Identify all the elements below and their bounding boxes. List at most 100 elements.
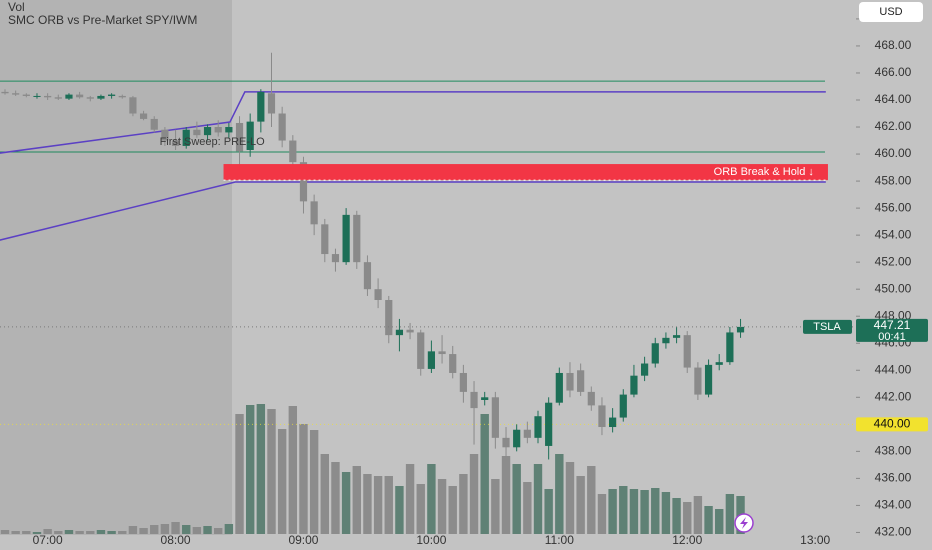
volume-bar [309,430,319,534]
volume-bar [86,531,95,534]
volume-bar [54,531,63,534]
volume-bar [608,489,617,534]
volume-bar [384,476,393,534]
candle-body [459,372,467,392]
annotation-label: First Sweep: PRE-LO [160,136,266,148]
candle-body [299,162,308,202]
y-tick-label: 448.00 [875,308,912,322]
volume-bar [704,506,713,534]
volume-bar [0,530,10,534]
x-tick-label: 10:00 [416,533,446,547]
volume-bar [139,528,148,534]
volume-bar [277,429,287,534]
y-tick-label: 460.00 [875,146,912,160]
y-tick-label: 456.00 [875,200,912,214]
volume-bar [373,476,383,534]
candle-body [108,94,116,96]
trendline [0,181,826,241]
candle-body [161,129,169,141]
y-tick-label: 462.00 [875,119,912,133]
candle-body [715,362,723,365]
volume-bar [118,531,127,534]
volume-bar [32,532,42,534]
candle-body [363,262,372,290]
candle-body [150,118,158,130]
volume-bar [245,405,255,534]
candle-body [97,95,105,99]
volume-bar [224,524,234,534]
volume-bar [523,482,532,534]
volume-bar [107,531,116,534]
candle-body [342,214,350,263]
volume-bar [629,489,639,534]
volume-bar [661,492,671,534]
candle-body [736,326,745,333]
candle-body [22,94,30,96]
candle-body [44,95,52,98]
volume-bar [672,498,681,534]
currency-button[interactable] [859,2,923,22]
candle-body [641,363,649,376]
candle-body [289,140,297,163]
candle-body [353,214,361,263]
candle-body [598,405,606,428]
volume-bar [448,486,457,534]
candle-body [76,94,84,98]
alert-price-label: 440.00 [874,416,911,430]
price-axis [856,0,932,550]
volume-bar [288,406,298,534]
x-tick-label: 13:00 [800,533,830,547]
volume-bar [427,464,436,534]
last-price-label: 447.21 [874,318,911,332]
x-tick-label: 12:00 [672,533,702,547]
candle-body [385,300,393,336]
y-tick-label: 444.00 [875,362,912,376]
volume-bar [437,479,447,534]
y-tick-label: 464.00 [875,92,912,106]
candle-body [545,402,553,446]
volume-bar [182,525,191,534]
candle-body [203,127,212,136]
candle-body [267,93,276,114]
volume-bar [192,527,202,534]
candle-body [54,97,62,99]
volume-bar [587,466,596,534]
volume-bar [544,489,553,534]
volume-bar [565,462,575,534]
volume-bar [214,528,223,534]
volume-bar [160,524,170,534]
candle-body [491,397,499,438]
volume-bar [299,424,308,534]
candle-body [438,351,446,355]
candle-body [630,375,638,395]
volume-bar [267,409,276,534]
candle-body [417,332,425,369]
volume-bar [469,454,479,534]
x-tick-label: 08:00 [161,533,191,547]
volume-bar [416,484,425,534]
y-tick-label: 466.00 [875,65,912,79]
candle-body [619,394,627,418]
trendline [0,91,826,154]
volume-bar [341,472,351,534]
candle-body [235,122,244,152]
candle-body [321,224,329,255]
candle-body [310,201,318,225]
volume-bar [480,414,489,534]
indicator-label: Vol [8,0,25,14]
volume-bar [491,479,500,534]
volume-bar [352,466,361,534]
candle-body [118,95,126,98]
candle-body [257,91,265,122]
candle-body [427,351,435,369]
candle-body [278,113,286,141]
candle-body [193,129,201,136]
y-tick-label: 438.00 [875,444,912,458]
symbol-label: TSLA [813,321,841,333]
candle-body [587,391,595,406]
candle-body [395,329,404,336]
volume-bar [331,462,340,534]
x-tick-label: 11:00 [545,533,574,547]
volume-bar [683,502,692,534]
volume-bar [256,404,266,534]
